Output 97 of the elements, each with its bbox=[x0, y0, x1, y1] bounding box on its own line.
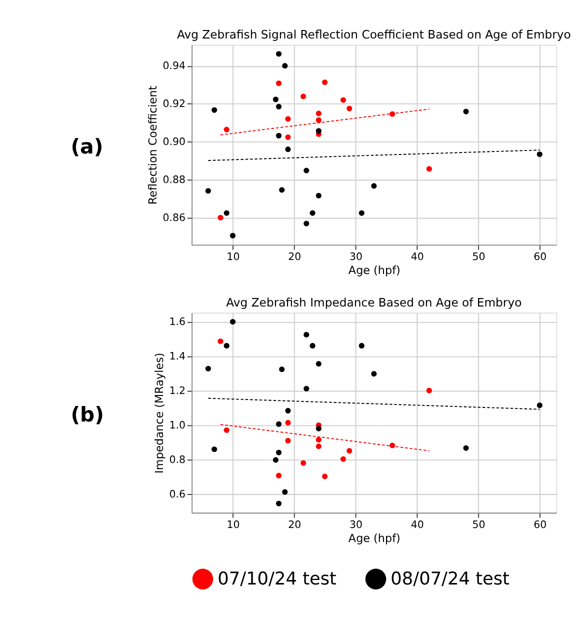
y-tick-label: 1.0 bbox=[169, 420, 186, 432]
point bbox=[536, 151, 542, 158]
y-tick-label: 1.2 bbox=[169, 386, 186, 397]
point bbox=[371, 371, 377, 377]
point bbox=[218, 338, 224, 344]
point bbox=[224, 210, 230, 216]
point bbox=[272, 96, 278, 102]
point bbox=[358, 210, 364, 216]
y-tick-label: 0.94 bbox=[162, 61, 186, 72]
chart-title: Avg Zebrafish Signal Reflection Coefficient Based on Age of Embryo bbox=[176, 28, 571, 42]
y-tick-label: 1.6 bbox=[169, 317, 186, 328]
point bbox=[212, 107, 218, 113]
x-tick-label: 10 bbox=[226, 520, 240, 531]
x-axis-title: Age (hpf) bbox=[348, 264, 400, 278]
point bbox=[316, 361, 322, 367]
point bbox=[276, 132, 282, 138]
point bbox=[463, 108, 469, 114]
y-tick-label: 0.90 bbox=[162, 136, 186, 148]
point bbox=[304, 168, 310, 174]
point bbox=[282, 489, 288, 495]
y-tick-label: 0.88 bbox=[162, 174, 186, 186]
point bbox=[463, 445, 469, 451]
point bbox=[300, 460, 306, 466]
point bbox=[276, 500, 282, 506]
point bbox=[285, 134, 291, 140]
text: (b) bbox=[70, 402, 104, 426]
point bbox=[272, 457, 278, 463]
y-tick-label: 0.8 bbox=[169, 454, 186, 466]
x-tick-label: 30 bbox=[349, 520, 362, 531]
point bbox=[224, 126, 230, 132]
point bbox=[322, 474, 328, 480]
legend-label: 08/07/24 test bbox=[390, 570, 510, 590]
y-tick-label: 0.6 bbox=[169, 489, 186, 500]
point bbox=[282, 63, 288, 69]
point bbox=[316, 444, 322, 450]
point bbox=[340, 456, 346, 462]
x-tick-label: 40 bbox=[410, 252, 424, 264]
y-tick-label: 0.86 bbox=[162, 212, 186, 224]
point bbox=[205, 188, 211, 194]
point bbox=[276, 450, 282, 456]
point bbox=[304, 220, 310, 226]
y-axis-title: Impedance (MRayles) bbox=[152, 352, 166, 474]
point bbox=[276, 104, 282, 110]
x-tick-label: 20 bbox=[288, 252, 302, 264]
point bbox=[304, 386, 310, 392]
point bbox=[230, 318, 236, 325]
point bbox=[300, 94, 306, 100]
y-tick-label: 0.92 bbox=[162, 99, 186, 110]
point bbox=[276, 472, 282, 478]
point bbox=[279, 366, 285, 372]
point bbox=[322, 80, 328, 86]
point bbox=[304, 332, 310, 338]
x-tick-label: 10 bbox=[226, 252, 240, 264]
point bbox=[426, 388, 432, 394]
point bbox=[276, 51, 282, 57]
point bbox=[340, 97, 346, 103]
x-axis-title: Age (hpf) bbox=[348, 532, 400, 545]
point bbox=[310, 342, 316, 349]
x-tick-label: 20 bbox=[288, 520, 302, 531]
point bbox=[218, 214, 224, 220]
point bbox=[316, 192, 322, 198]
point bbox=[276, 421, 282, 427]
x-tick-label: 50 bbox=[472, 520, 486, 531]
point bbox=[536, 402, 542, 408]
point bbox=[316, 110, 322, 116]
x-tick-label: 60 bbox=[534, 252, 547, 264]
y-axis-title: Reflection Coefficient bbox=[146, 85, 160, 205]
point bbox=[285, 438, 291, 444]
point bbox=[371, 183, 377, 189]
chart-title: Avg Zebrafish Impedance Based on Age of Embryo bbox=[226, 296, 522, 310]
y-tick-label: 1.4 bbox=[169, 351, 186, 362]
point bbox=[205, 366, 211, 372]
point bbox=[224, 427, 230, 433]
point bbox=[230, 232, 236, 238]
x-tick-label: 40 bbox=[410, 520, 424, 531]
point bbox=[224, 342, 230, 349]
point bbox=[346, 106, 352, 112]
point bbox=[316, 117, 322, 123]
point bbox=[276, 80, 282, 86]
point bbox=[285, 420, 291, 426]
x-tick-label: 50 bbox=[472, 252, 486, 264]
x-tick-label: 30 bbox=[349, 252, 362, 264]
point bbox=[316, 128, 322, 134]
point bbox=[279, 187, 285, 193]
text: (a) bbox=[70, 134, 104, 159]
point bbox=[285, 146, 291, 152]
point bbox=[212, 446, 218, 452]
legend-label: 07/10/24 test bbox=[218, 570, 337, 590]
point bbox=[285, 116, 291, 122]
point bbox=[426, 166, 432, 172]
point bbox=[316, 436, 322, 443]
point bbox=[310, 210, 316, 216]
point bbox=[285, 408, 291, 414]
x-tick-label: 60 bbox=[534, 520, 547, 531]
point bbox=[346, 448, 352, 454]
point bbox=[358, 342, 364, 349]
point bbox=[316, 426, 322, 432]
